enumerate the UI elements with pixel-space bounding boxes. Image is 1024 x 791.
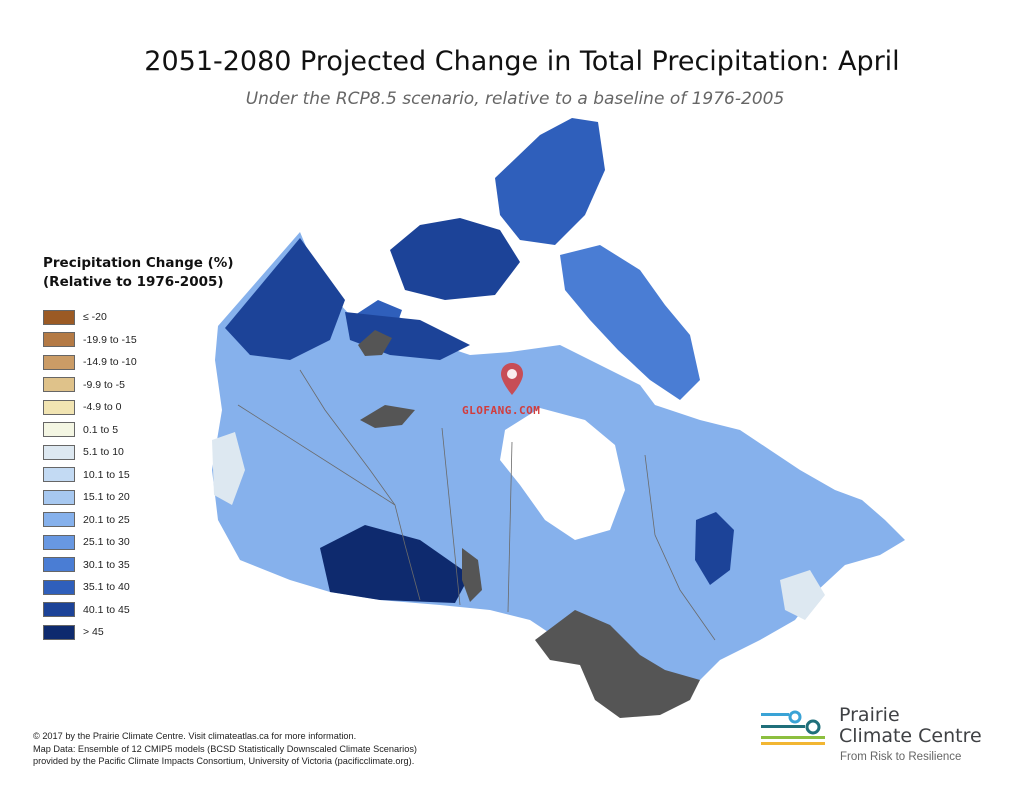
logo-name: Prairie Climate Centre [839,705,982,747]
legend-item: 0.1 to 5 [43,419,243,442]
great-lakes [535,610,700,718]
legend-item: 25.1 to 30 [43,531,243,554]
arctic-island-north [495,118,605,245]
legend-title-line1: Precipitation Change (%) [43,255,234,271]
legend-item: 40.1 to 45 [43,599,243,622]
legend-item: 5.1 to 10 [43,441,243,464]
logo-tagline: From Risk to Resilience [840,751,962,763]
logo-mark-icon [761,710,825,745]
legend-swatch [43,444,75,460]
credit-line: Map Data: Ensemble of 12 CMIP5 models (B… [33,743,417,754]
legend-item: 15.1 to 20 [43,486,243,509]
legend-label: 5.1 to 10 [83,446,124,459]
legend-item: 10.1 to 15 [43,464,243,487]
legend-title-line2: (Relative to 1976-2005) [43,274,224,290]
credit-line: © 2017 by the Prairie Climate Centre. Vi… [33,731,357,741]
zone-prairies-south [320,525,470,603]
legend-label: 0.1 to 5 [83,423,119,436]
legend-item: -19.9 to -15 [43,329,243,352]
legend-swatch [43,557,75,573]
legend-swatch [43,399,75,415]
legend-label: -9.9 to -5 [83,378,126,391]
legend-swatch [43,579,75,595]
legend-label: 35.1 to 40 [83,581,130,594]
arctic-island-victoria [390,218,520,300]
legend-label: > 45 [83,626,104,639]
legend-label: 10.1 to 15 [83,468,130,481]
legend-item: 35.1 to 40 [43,576,243,599]
legend-swatch [43,377,75,393]
arctic-island-baffin [560,245,700,400]
zone-northwest [225,238,345,360]
credit-line: provided by the Pacific Climate Impacts … [33,756,415,767]
legend-swatch [43,467,75,483]
legend-item: -14.9 to -10 [43,351,243,374]
legend-label: 25.1 to 30 [83,536,130,549]
great-bear-lake [358,330,392,356]
legend-swatch [43,512,75,528]
legend-label: 30.1 to 35 [83,558,130,571]
legend-label: -14.9 to -10 [83,356,137,369]
legend-swatch [43,534,75,550]
legend-item: 30.1 to 35 [43,554,243,577]
legend-swatch [43,422,75,438]
logo-name-line2: Climate Centre [839,725,982,747]
zone-quebec-centre [695,512,734,585]
prairie-climate-centre-logo: Prairie Climate Centre From Risk to Resi… [757,703,997,773]
map-pin-icon [501,363,523,395]
legend-swatch [43,309,75,325]
logo-name-line1: Prairie [839,704,900,726]
zone-atlantic-pale [780,570,825,620]
lake-winnipeg [462,548,482,602]
legend-label: ≤ -20 [83,311,107,324]
credits: © 2017 by the Prairie Climate Centre. Vi… [33,730,417,768]
legend-swatch [43,602,75,618]
watermark-text: GLOFANG.COM [462,404,541,417]
legend-swatch [43,354,75,370]
legend-label: 40.1 to 45 [83,603,130,616]
hudson-bay [500,408,625,540]
great-slave-lake [360,405,415,428]
legend-item: > 45 [43,621,243,644]
legend-item: -4.9 to 0 [43,396,243,419]
provincial-borders [237,369,716,641]
legend-item: ≤ -20 [43,306,243,329]
legend-label: -4.9 to 0 [83,401,122,414]
map-title: 2051-2080 Projected Change in Total Prec… [144,46,900,77]
zone-bc-pale [212,432,245,505]
legend-item: -9.9 to -5 [43,374,243,397]
map-subtitle: Under the RCP8.5 scenario, relative to a… [245,89,785,109]
legend-item: 20.1 to 25 [43,509,243,532]
legend-swatch [43,332,75,348]
legend-list: ≤ -20 -19.9 to -15 -14.9 to -10 -9.9 to … [43,306,243,644]
legend-label: -19.9 to -15 [83,333,137,346]
legend-label: 20.1 to 25 [83,513,130,526]
legend-swatch [43,489,75,505]
legend: Precipitation Change (%) (Relative to 19… [43,254,243,644]
legend-label: 15.1 to 20 [83,491,130,504]
legend-swatch [43,624,75,640]
